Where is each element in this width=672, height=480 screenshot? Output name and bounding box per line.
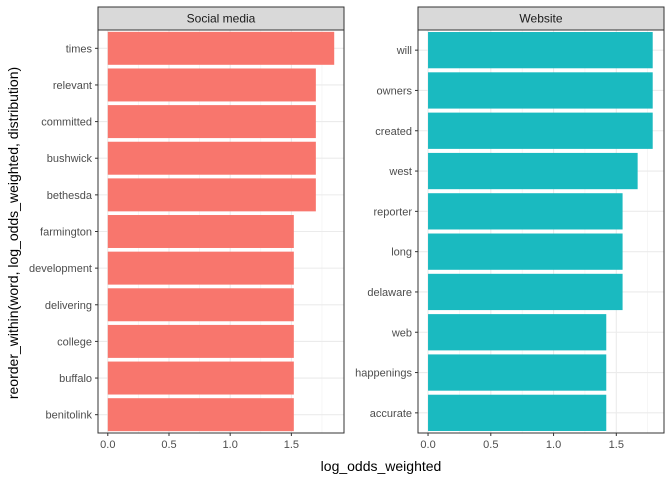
panel-1: Website will owners created west reporter long… — [355, 6, 665, 451]
x-tick-label: 1.5 — [284, 439, 299, 451]
facet-strip-label: Social media — [187, 12, 256, 26]
y-tick-label: farmington — [40, 227, 92, 239]
bar-created — [428, 112, 653, 149]
bar-owners — [428, 72, 653, 109]
bar-bushwick — [107, 141, 316, 175]
y-tick-label: created — [375, 126, 412, 138]
y-tick-label: relevant — [53, 80, 92, 92]
bar-west — [428, 152, 638, 190]
bar-web — [428, 314, 607, 351]
bar-benitolink — [107, 398, 294, 432]
y-tick-label: happenings — [355, 368, 412, 380]
y-tick-label: reporter — [373, 206, 412, 218]
chart-panels: Social media times relevant committed bushwi… — [29, 6, 665, 451]
x-tick-label: 0.5 — [161, 439, 176, 451]
y-tick-label: buffalo — [59, 373, 92, 385]
x-tick-label: 1.5 — [609, 439, 624, 451]
bar-buffalo — [107, 361, 294, 395]
y-tick-label: will — [396, 45, 412, 57]
y-tick-label: benitolink — [46, 410, 93, 422]
bar-times — [107, 31, 335, 65]
bar-reporter — [428, 193, 623, 230]
y-tick-label: delaware — [367, 287, 412, 299]
bar-bethesda — [107, 178, 316, 212]
y-tick-label: west — [388, 166, 412, 178]
y-tick-label: long — [391, 247, 412, 259]
panel-0: Social media times relevant committed bushwi… — [29, 6, 345, 451]
bar-long — [428, 233, 623, 270]
y-axis-title: reorder_within(word, log_odds_weighted, … — [5, 67, 21, 399]
x-axis-title: log_odds_weighted — [321, 458, 442, 474]
x-tick-label: 0.0 — [100, 439, 115, 451]
bar-delaware — [428, 273, 623, 311]
y-tick-label: bushwick — [47, 153, 93, 165]
x-tick-label: 1.0 — [546, 439, 561, 451]
y-tick-label: development — [29, 263, 92, 275]
bar-will — [428, 32, 653, 69]
y-tick-label: college — [57, 336, 92, 348]
bar-delivering — [107, 288, 294, 322]
bar-happenings — [428, 354, 607, 391]
bar-college — [107, 324, 294, 358]
y-tick-label: times — [66, 43, 93, 55]
y-tick-label: committed — [41, 117, 92, 129]
x-tick-label: 1.0 — [223, 439, 238, 451]
bar-development — [107, 251, 294, 285]
bar-accurate — [428, 394, 607, 431]
facet-strip-label: Website — [519, 12, 562, 26]
x-tick-label: 0.0 — [420, 439, 435, 451]
y-tick-label: delivering — [45, 300, 92, 312]
facet-strip — [97, 6, 345, 31]
x-tick-label: 0.5 — [483, 439, 498, 451]
bar-farmington — [107, 215, 294, 248]
bar-relevant — [107, 68, 316, 102]
y-tick-label: bethesda — [47, 190, 93, 202]
facet-strip — [417, 6, 665, 31]
y-tick-label: web — [391, 327, 412, 339]
bar-committed — [107, 105, 316, 139]
y-tick-label: accurate — [370, 408, 412, 420]
y-tick-label: owners — [377, 85, 413, 97]
